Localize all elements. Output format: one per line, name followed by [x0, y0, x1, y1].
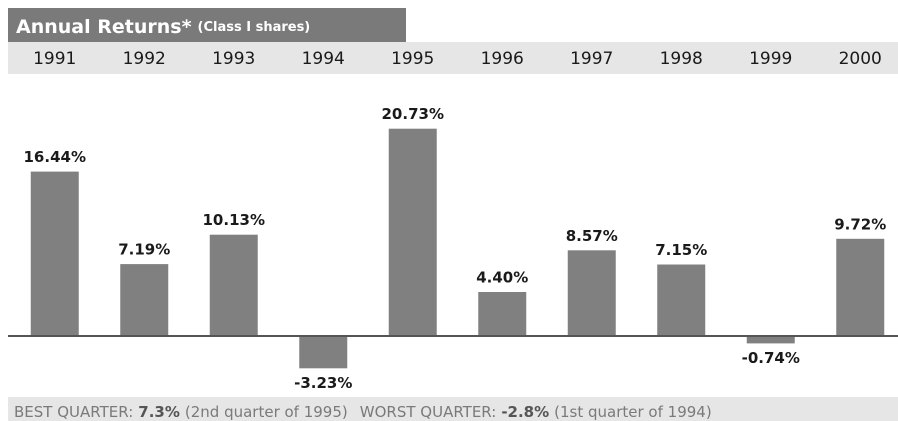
value-label: 7.19% [118, 241, 170, 259]
year-band [8, 42, 898, 74]
title-text: Annual Returns* [16, 16, 192, 38]
x-tick-label: 1991 [33, 49, 76, 69]
bar [478, 292, 527, 336]
bar [836, 238, 885, 336]
x-tick-label: 2000 [839, 49, 882, 69]
value-label: 7.15% [655, 241, 707, 259]
value-label: 16.44% [24, 148, 86, 166]
chart-title: Annual Returns* (Class I shares) [16, 16, 310, 38]
value-label: 9.72% [834, 215, 886, 233]
best-value: 7.3% [138, 403, 180, 421]
footer-band [8, 397, 898, 421]
value-label: -3.23% [294, 374, 352, 392]
x-tick-label: 1996 [481, 49, 524, 69]
title-bar [8, 8, 406, 42]
x-tick-label: 1997 [570, 49, 613, 69]
value-label: -0.74% [742, 349, 800, 367]
x-tick-label: 1994 [302, 49, 345, 69]
bar [30, 171, 79, 336]
x-tick-label: 1998 [660, 49, 703, 69]
subtitle: (Class I shares) [198, 20, 311, 35]
value-label: 10.13% [203, 211, 265, 229]
best-label: BEST QUARTER: [14, 403, 133, 421]
x-tick-label: 1993 [212, 49, 255, 69]
bar [299, 336, 348, 369]
worst-note: (1st quarter of 1994) [554, 403, 712, 421]
bar [567, 250, 616, 336]
value-label: 8.57% [566, 227, 618, 245]
worst-label: WORST QUARTER: [360, 403, 497, 421]
worst-value: -2.8% [501, 403, 549, 421]
footer: BEST QUARTER: 7.3% (2nd quarter of 1995) WO… [14, 403, 712, 421]
bar [657, 264, 706, 336]
bar [209, 234, 258, 336]
bar [120, 264, 169, 336]
x-tick-label: 1999 [749, 49, 792, 69]
x-tick-label: 1992 [123, 49, 166, 69]
best-note: (2nd quarter of 1995) [185, 403, 348, 421]
bar [746, 336, 795, 344]
value-label: 4.40% [476, 269, 528, 287]
bar [388, 128, 437, 336]
value-label: 20.73% [382, 105, 444, 123]
x-tick-label: 1995 [391, 49, 434, 69]
